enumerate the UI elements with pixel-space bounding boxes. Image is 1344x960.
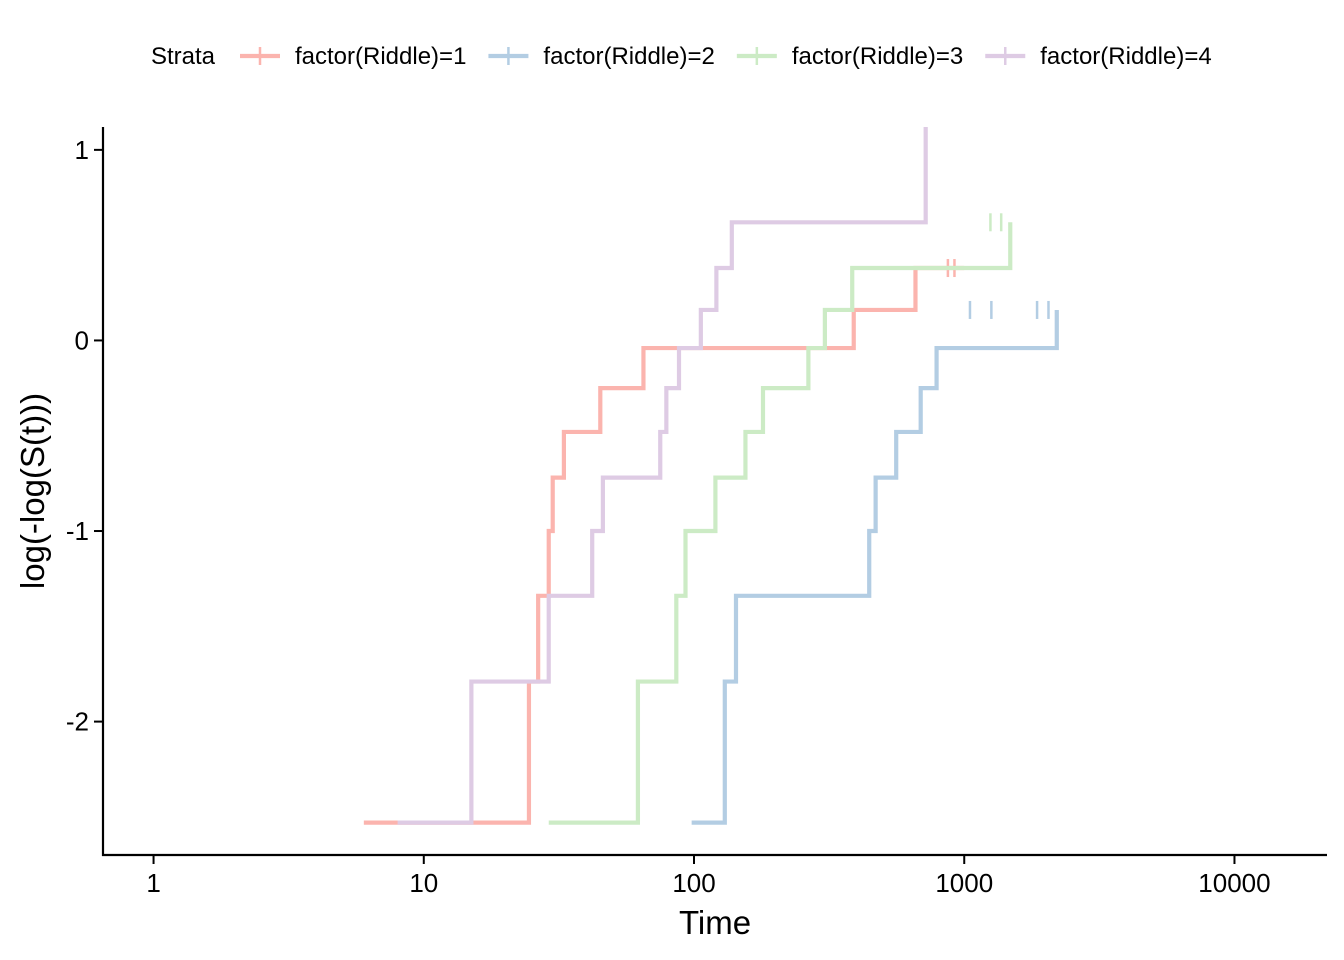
series-layer [363, 127, 1059, 825]
legend-item-2: factor(Riddle)=2 [488, 43, 715, 70]
x-ticks: 1 10 100 1000 10000 [146, 855, 1271, 898]
y-axis-title: log(-log(S(t))) [14, 393, 51, 589]
series-line-3 [548, 222, 1013, 825]
legend-item-4: factor(Riddle)=4 [985, 43, 1212, 70]
y-ticks: -2 -1 0 1 [66, 135, 103, 737]
x-tick-label: 10000 [1198, 868, 1270, 898]
x-tick-label: 1 [146, 868, 160, 898]
legend-title: Strata [151, 43, 216, 70]
legend-label: factor(Riddle)=2 [543, 43, 714, 70]
series-line-4 [397, 127, 928, 825]
x-tick-label: 100 [672, 868, 715, 898]
y-tick-label: -1 [66, 516, 89, 546]
legend-item-1: factor(Riddle)=1 [240, 43, 466, 70]
legend-label: factor(Riddle)=4 [1040, 43, 1211, 70]
y-tick-label: -2 [66, 707, 89, 737]
x-axis-title: Time [679, 904, 751, 941]
legend: Strata factor(Riddle)=1 factor(Riddle)=2 f… [151, 43, 1212, 70]
x-tick-label: 10 [409, 868, 438, 898]
legend-item-3: factor(Riddle)=3 [736, 43, 963, 70]
series-line-2 [691, 309, 1059, 825]
y-tick-label: 0 [75, 325, 89, 355]
legend-label: factor(Riddle)=3 [792, 43, 963, 70]
y-tick-label: 1 [75, 135, 89, 165]
legend-label: factor(Riddle)=1 [295, 43, 466, 70]
x-tick-label: 1000 [935, 868, 993, 898]
series-line-1 [363, 265, 965, 825]
